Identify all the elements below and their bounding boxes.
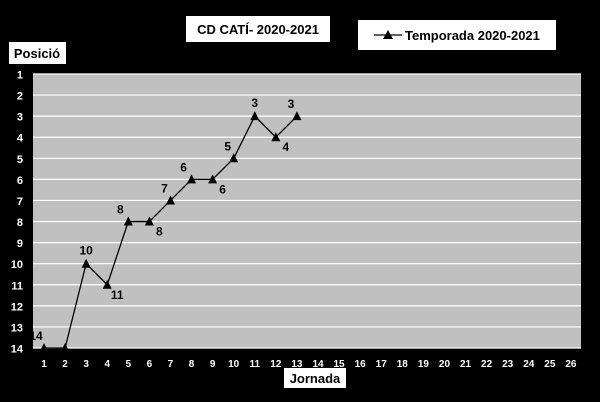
x-tick-label: 12	[270, 359, 282, 370]
data-label: 5	[224, 139, 231, 153]
x-tick-label: 13	[291, 359, 303, 370]
data-point-marker	[144, 216, 154, 226]
data-label: 3	[288, 97, 295, 111]
data-point-marker	[81, 258, 91, 268]
data-point-marker	[229, 153, 239, 163]
x-tick-label: 20	[439, 359, 451, 370]
data-label: 4	[283, 140, 290, 154]
x-tick-label: 3	[83, 359, 89, 370]
data-point-marker	[123, 216, 133, 226]
x-tick-label: 9	[210, 359, 216, 370]
x-tick-label: 23	[502, 359, 514, 370]
data-label: 14	[29, 329, 43, 343]
x-tick-label: 22	[481, 359, 493, 370]
legend-entry-label: Temporada 2020-2021	[405, 28, 540, 43]
y-tick-label: 2	[17, 91, 23, 103]
x-tick-label: 24	[523, 359, 535, 370]
data-label: 6	[219, 182, 226, 196]
data-point-marker	[60, 343, 70, 352]
gridlines	[33, 73, 581, 349]
data-point-marker	[292, 111, 302, 121]
data-label: 10	[79, 244, 93, 258]
data-point-marker	[102, 279, 112, 289]
x-tick-label: 15	[334, 359, 346, 370]
x-tick-label: 10	[228, 359, 240, 370]
y-tick-label: 6	[17, 175, 23, 187]
x-tick-label: 4	[104, 359, 110, 370]
x-tick-label: 17	[376, 359, 388, 370]
data-label: 11	[111, 288, 124, 302]
x-tick-label: 7	[168, 359, 174, 370]
x-axis-label-box	[284, 368, 346, 388]
x-tick-label: 14	[312, 359, 324, 370]
chart-title: CD CATÍ- 2020-2021	[197, 22, 319, 37]
x-tick-label: 5	[126, 359, 132, 370]
x-tick-label: 1	[41, 359, 47, 370]
data-point-marker	[208, 174, 218, 184]
data-label: 3	[251, 96, 258, 110]
data-label: 8	[117, 203, 124, 217]
title-box	[186, 16, 330, 42]
data-point-marker	[271, 132, 281, 142]
x-tick-label: 16	[355, 359, 367, 370]
x-tick-label: 25	[544, 359, 556, 370]
y-tick-label: 4	[17, 133, 24, 145]
x-tick-label: 6	[147, 359, 153, 370]
plot-area	[33, 74, 581, 348]
y-tick-label: 7	[17, 196, 23, 208]
y-tick-label: 12	[11, 301, 23, 313]
data-point-marker	[250, 111, 260, 121]
y-tick-label: 14	[11, 344, 24, 356]
legend-triangle-icon	[383, 30, 393, 39]
data-label: 7	[161, 181, 168, 195]
x-axis-label: Jornada	[290, 371, 341, 386]
y-tick-label: 1	[17, 70, 23, 82]
x-tick-label: 8	[189, 359, 195, 370]
data-point-marker	[187, 174, 197, 184]
y-tick-label: 9	[17, 238, 23, 250]
x-tick-label: 19	[418, 359, 430, 370]
y-tick-label: 3	[17, 112, 23, 124]
y-tick-label: 8	[17, 217, 23, 229]
y-axis-label-box	[9, 42, 66, 64]
y-tick-label: 11	[11, 280, 23, 292]
x-tick-label: 11	[249, 359, 260, 370]
y-tick-label: 13	[11, 322, 23, 334]
y-tick-label: 5	[17, 154, 23, 166]
data-label: 6	[180, 160, 187, 174]
x-tick-labels: 1 2 3 4 5 6 7 8 9 10 11 12 13 14 15 16 17 18 19 20 21 22 23 24 2…	[41, 359, 577, 370]
y-axis-label: Posició	[14, 46, 60, 61]
data-label: 14	[68, 351, 82, 365]
x-tick-label: 2	[62, 359, 68, 370]
data-label: 8	[156, 225, 163, 239]
x-tick-label: 26	[565, 359, 577, 370]
x-tick-label: 21	[460, 359, 472, 370]
y-tick-label: 10	[11, 259, 23, 271]
data-point-marker	[39, 343, 49, 352]
data-point-marker	[165, 195, 175, 205]
x-tick-label: 18	[397, 359, 409, 370]
